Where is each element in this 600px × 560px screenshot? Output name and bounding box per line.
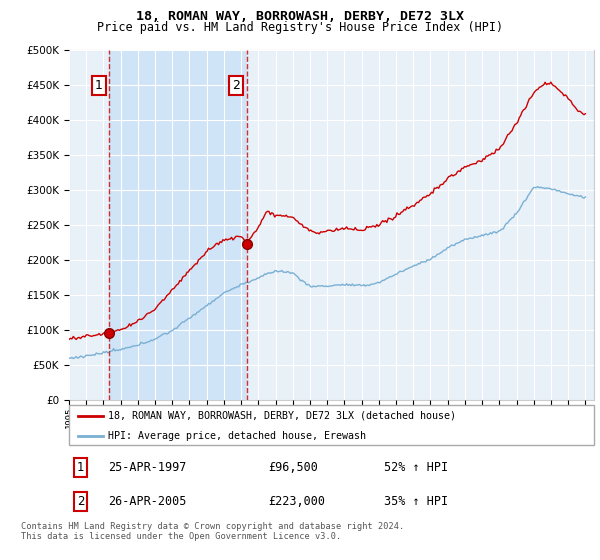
Text: 1: 1: [77, 461, 84, 474]
Text: 1: 1: [95, 79, 103, 92]
Text: 26-APR-2005: 26-APR-2005: [109, 495, 187, 508]
Text: 2: 2: [232, 79, 240, 92]
Bar: [109, 50, 247, 400]
Text: £96,500: £96,500: [269, 461, 319, 474]
Text: 18, ROMAN WAY, BORROWASH, DERBY, DE72 3LX: 18, ROMAN WAY, BORROWASH, DERBY, DE72 3L…: [136, 10, 464, 23]
Text: Contains HM Land Registry data © Crown copyright and database right 2024.
This d: Contains HM Land Registry data © Crown c…: [21, 522, 404, 542]
Text: Price paid vs. HM Land Registry's House Price Index (HPI): Price paid vs. HM Land Registry's House …: [97, 21, 503, 34]
Text: 25-APR-1997: 25-APR-1997: [109, 461, 187, 474]
FancyBboxPatch shape: [69, 405, 594, 445]
Text: HPI: Average price, detached house, Erewash: HPI: Average price, detached house, Erew…: [109, 431, 367, 441]
Text: 2: 2: [77, 495, 84, 508]
Text: 35% ↑ HPI: 35% ↑ HPI: [384, 495, 448, 508]
Text: 18, ROMAN WAY, BORROWASH, DERBY, DE72 3LX (detached house): 18, ROMAN WAY, BORROWASH, DERBY, DE72 3L…: [109, 411, 457, 421]
Text: 52% ↑ HPI: 52% ↑ HPI: [384, 461, 448, 474]
Text: £223,000: £223,000: [269, 495, 325, 508]
